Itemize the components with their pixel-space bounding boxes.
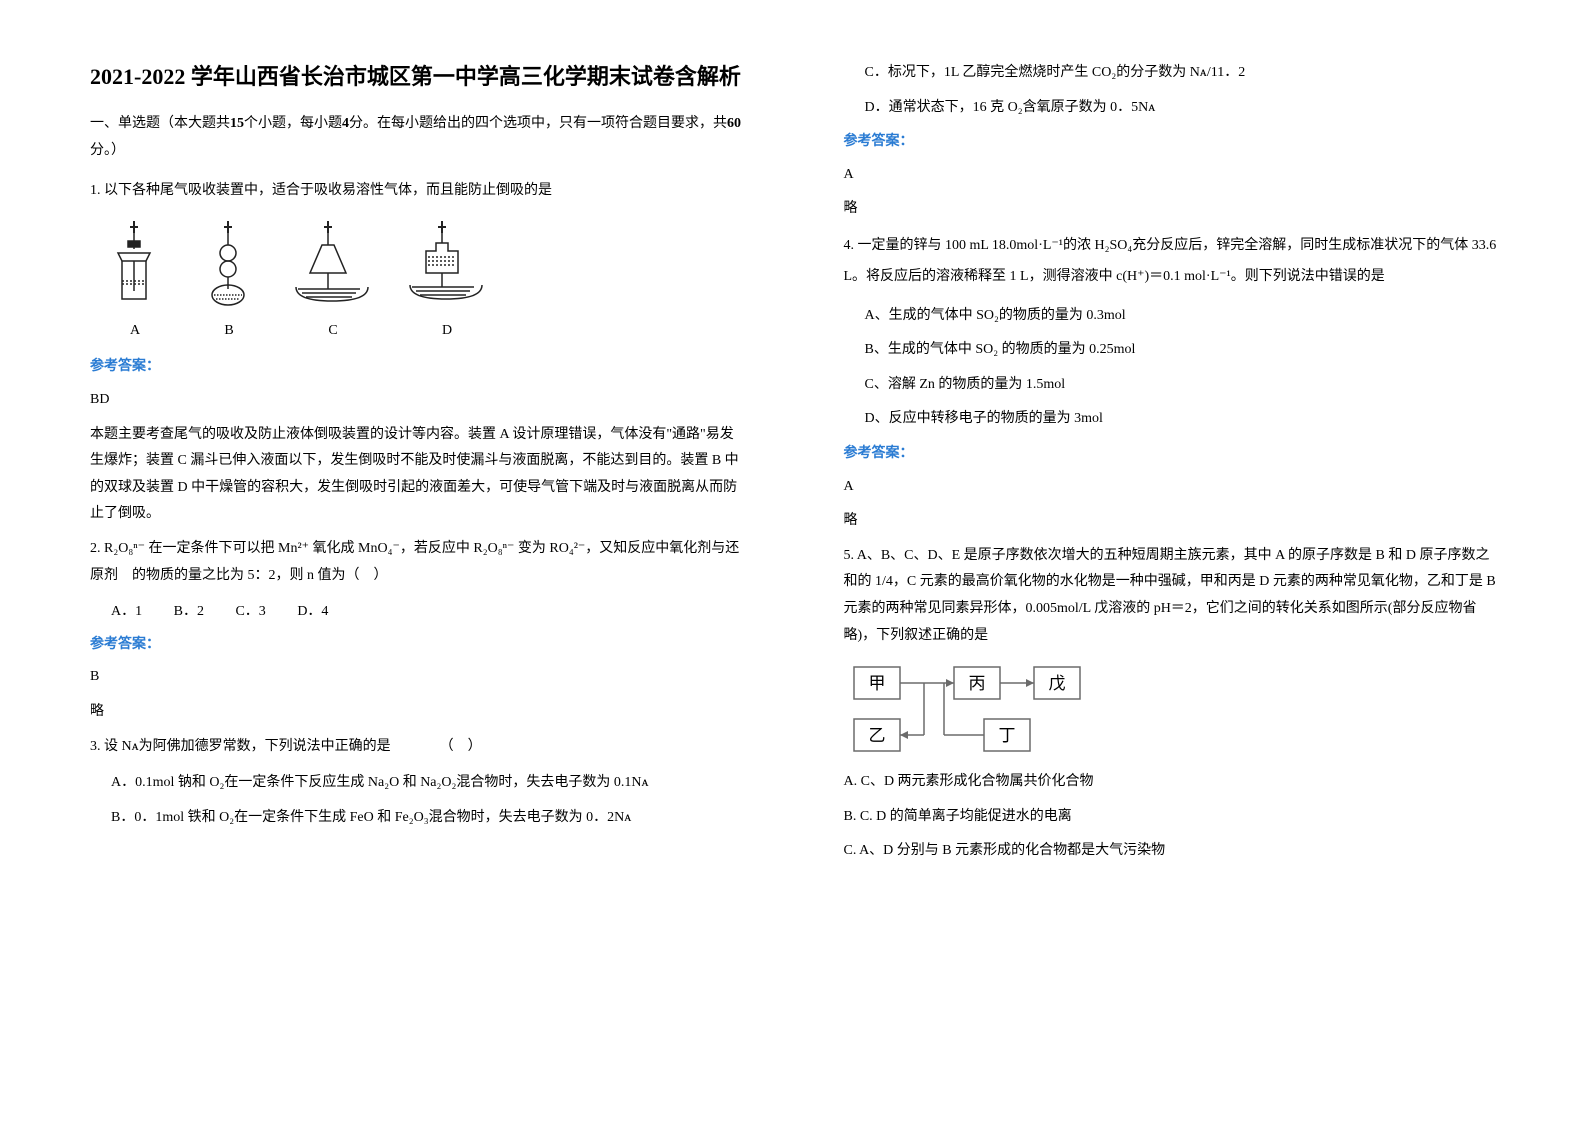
q3-answer: A <box>844 162 1498 189</box>
q2-opt-c: C．3 <box>235 604 265 619</box>
q2-opt-b: B．2 <box>174 604 204 619</box>
q1-explanation: 本题主要考查尾气的吸收及防止液体倒吸装置的设计等内容。装置 A 设计原理错误，气… <box>90 422 744 528</box>
apparatus-a-svg <box>100 219 170 314</box>
apparatus-a: A <box>100 219 170 345</box>
q4-opt-c: C、溶解 Zn 的物质的量为 1.5mol <box>844 372 1498 399</box>
flow-node-jia: 甲 <box>868 674 885 693</box>
apparatus-b-svg <box>194 219 264 314</box>
apparatus-c: C <box>288 219 378 345</box>
q4-answer: A <box>844 474 1498 501</box>
question-1: 1. 以下各种尾气吸收装置中，适合于吸收易溶性气体，而且能防止倒吸的是 <box>90 178 744 205</box>
answer-label: 参考答案： <box>90 354 744 381</box>
q2-explanation: 略 <box>90 699 744 726</box>
diag-label-b: B <box>194 318 264 345</box>
q3-opt-b: B．0．1mol 铁和 O₂在一定条件下生成 FeO 和 Fe₂O₃混合物时，失… <box>90 805 744 832</box>
q2-answer: B <box>90 664 744 691</box>
flow-node-wu: 戊 <box>1048 674 1065 693</box>
q2-options: A．1 B．2 C．3 D．4 <box>90 599 744 626</box>
q4-opt-b: B、生成的气体中 SO₂ 的物质的量为 0.25mol <box>844 337 1498 364</box>
section-total: 60 <box>727 116 741 131</box>
answer-label: 参考答案： <box>90 632 744 659</box>
q1-answer: BD <box>90 387 744 414</box>
section-text: 一、单选题（本大题共 <box>90 116 230 131</box>
q5-opt-b: B. C. D 的简单离子均能促进水的电离 <box>844 804 1498 831</box>
apparatus-d-svg <box>402 219 492 314</box>
section-text: 分。在每小题给出的四个选项中，只有一项符合题目要求，共 <box>349 116 727 131</box>
apparatus-b: B <box>194 219 264 345</box>
q2-opt-d: D．4 <box>297 604 328 619</box>
right-column: C．标况下，1L 乙醇完全燃烧时产生 CO₂的分子数为 Nᴀ/11．2 D．通常… <box>794 0 1587 1122</box>
q3-opt-c: C．标况下，1L 乙醇完全燃烧时产生 CO₂的分子数为 Nᴀ/11．2 <box>844 60 1498 87</box>
answer-label: 参考答案： <box>844 441 1498 468</box>
flow-node-ding: 丁 <box>998 726 1015 745</box>
question-5: 5. A、B、C、D、E 是原子序数依次增大的五种短周期主族元素，其中 A 的原… <box>844 543 1498 649</box>
question-3: 3. 设 Nᴀ为阿佛加德罗常数，下列说法中正确的是 （ ） <box>90 734 744 761</box>
question-2: 2. R₂O₈ⁿ⁻ 在一定条件下可以把 Mn²⁺ 氧化成 MnO₄⁻，若反应中 … <box>90 536 744 589</box>
section-count: 15 <box>230 116 244 131</box>
q5-opt-c: C. A、D 分别与 B 元素形成的化合物都是大气污染物 <box>844 838 1498 865</box>
flow-diagram: 甲 丙 戊 乙 丁 <box>844 659 1498 759</box>
q2-opt-a: A．1 <box>111 604 142 619</box>
flow-node-bing: 丙 <box>968 674 985 693</box>
q3-opt-d: D．通常状态下，16 克 O₂含氧原子数为 0．5Nᴀ <box>844 95 1498 122</box>
page-title: 2021-2022 学年山西省长治市城区第一中学高三化学期末试卷含解析 <box>90 60 744 93</box>
section-heading: 一、单选题（本大题共15个小题，每小题4分。在每小题给出的四个选项中，只有一项符… <box>90 111 744 164</box>
q4-explanation: 略 <box>844 508 1498 535</box>
diag-label-d: D <box>402 318 492 345</box>
section-text: 分。） <box>90 143 125 158</box>
left-column: 2021-2022 学年山西省长治市城区第一中学高三化学期末试卷含解析 一、单选… <box>0 0 794 1122</box>
flow-node-yi: 乙 <box>868 726 885 745</box>
apparatus-d: D <box>402 219 492 345</box>
question-4: 4. 一定量的锌与 100 mL 18.0mol·L⁻¹的浓 H₂SO₄充分反应… <box>844 231 1498 293</box>
apparatus-c-svg <box>288 219 378 314</box>
diag-label-c: C <box>288 318 378 345</box>
q3-explanation: 略 <box>844 196 1498 223</box>
q5-opt-a: A. C、D 两元素形成化合物属共价化合物 <box>844 769 1498 796</box>
section-points: 4 <box>342 116 349 131</box>
answer-label: 参考答案： <box>844 129 1498 156</box>
section-text: 个小题，每小题 <box>244 116 342 131</box>
q4-opt-d: D、反应中转移电子的物质的量为 3mol <box>844 406 1498 433</box>
q3-opt-a: A．0.1mol 钠和 O₂在一定条件下反应生成 Na₂O 和 Na₂O₂混合物… <box>90 770 744 797</box>
apparatus-diagram-row: A B <box>100 219 744 345</box>
diag-label-a: A <box>100 318 170 345</box>
q4-opt-a: A、生成的气体中 SO₂的物质的量为 0.3mol <box>844 303 1498 330</box>
flow-diagram-svg: 甲 丙 戊 乙 丁 <box>844 659 1104 759</box>
